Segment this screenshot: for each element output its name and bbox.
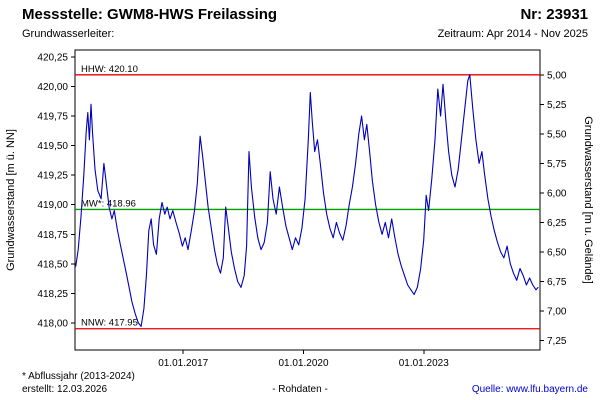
aquifer-label: Grundwasserleiter:	[22, 28, 115, 40]
y-left-tick-label: 419,25	[37, 171, 68, 182]
y-right-tick-label: 6,75	[547, 277, 567, 288]
y-right-tick-label: 5,75	[547, 159, 567, 170]
y-left-tick-label: 418,00	[37, 318, 68, 329]
created-date: erstellt: 12.03.2026	[22, 384, 108, 395]
source-link[interactable]: www.lfu.bayern.de	[506, 384, 588, 395]
plot-border	[74, 49, 541, 351]
page-title: Messstelle: GWM8-HWS Freilassing	[22, 6, 278, 23]
y-right-tick-label: 6,25	[547, 218, 567, 229]
source-label: Quelle:	[471, 384, 504, 395]
y-left-tick-label: 420,00	[37, 82, 68, 93]
station-number: Nr: 23931	[520, 6, 588, 23]
y-right-tick-label: 6,00	[547, 188, 567, 199]
footnote-abflussjahr: * Abflussjahr (2013-2024)	[22, 371, 135, 382]
y-right-tick-label: 5,50	[547, 129, 567, 140]
y-left-tick-label: 419,00	[37, 200, 68, 211]
y-left-tick-label: 419,50	[37, 141, 68, 152]
y-right-tick-label: 7,00	[547, 307, 567, 318]
y-left-tick-label: 419,75	[37, 112, 68, 123]
y-right-tick-label: 5,25	[547, 100, 567, 111]
x-tick-label: 01.01.2023	[399, 358, 449, 369]
reference-line-label-hhw: HHW: 420.10	[81, 64, 138, 75]
x-tick-label: 01.01.2020	[278, 358, 328, 369]
y-axis-right-title: Grundwasserstand [m u. Gelände]	[582, 116, 594, 284]
x-tick-label: 01.01.2017	[158, 358, 208, 369]
data-type-label: - Rohdaten -	[272, 384, 328, 395]
source-line: Quelle: www.lfu.bayern.de	[472, 384, 588, 395]
y-right-tick-label: 6,50	[547, 247, 567, 258]
y-left-tick-label: 420,25	[37, 53, 68, 64]
reference-line-label-nnw: NNW: 417.95	[81, 318, 138, 329]
y-left-tick-label: 418,50	[37, 259, 68, 270]
y-right-tick-label: 7,25	[547, 336, 567, 347]
y-axis-left-title: Grundwasserstand [m ü. NN]	[5, 129, 17, 271]
y-left-tick-label: 418,75	[37, 230, 68, 241]
y-left-tick-label: 418,25	[37, 289, 68, 300]
series-line	[75, 74, 539, 327]
groundwater-chart: Grundwasserstand [m ü. NN] Grundwasserst…	[5, 49, 594, 369]
period-label: Zeitraum: Apr 2014 - Nov 2025	[437, 28, 588, 40]
y-right-tick-label: 5,00	[547, 70, 567, 81]
